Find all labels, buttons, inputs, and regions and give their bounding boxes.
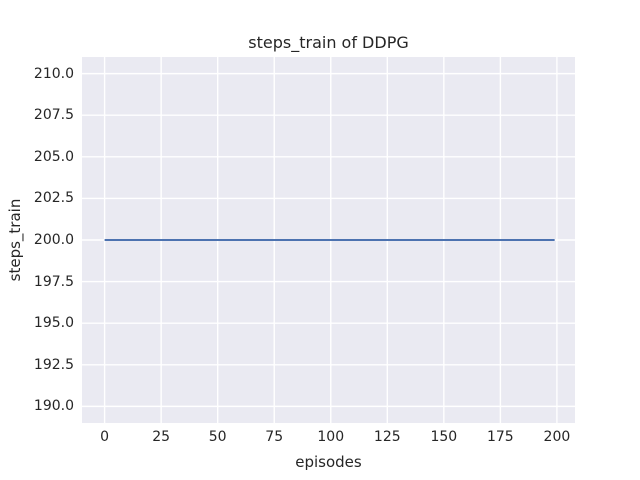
y-tick-label: 205.0 (33, 148, 74, 165)
y-tick-label: 207.5 (33, 107, 74, 124)
x-tick-label: 175 (486, 429, 514, 445)
x-axis-label: episodes (295, 453, 362, 471)
y-tick-label: 192.5 (33, 356, 74, 373)
x-tick-label: 75 (265, 429, 284, 445)
x-tick-label: 100 (317, 429, 345, 445)
x-tick-label: 50 (208, 429, 227, 445)
x-tick-label: 200 (543, 429, 571, 445)
x-tick-label: 0 (100, 429, 110, 445)
y-tick-label: 195.0 (33, 315, 74, 332)
chart-title: steps_train of DDPG (248, 33, 409, 52)
y-tick-label: 197.5 (33, 273, 74, 290)
plot-area (82, 57, 575, 423)
y-tick-label: 200.0 (33, 232, 74, 248)
y-tick-label: 202.5 (33, 190, 74, 207)
x-tick-label: 150 (430, 429, 458, 445)
x-tick-label: 125 (373, 429, 401, 445)
plot-canvas (82, 57, 575, 423)
y-tick-label: 210.0 (33, 65, 74, 82)
x-tick-label: 25 (152, 429, 171, 445)
y-tick-label: 190.0 (33, 398, 74, 415)
